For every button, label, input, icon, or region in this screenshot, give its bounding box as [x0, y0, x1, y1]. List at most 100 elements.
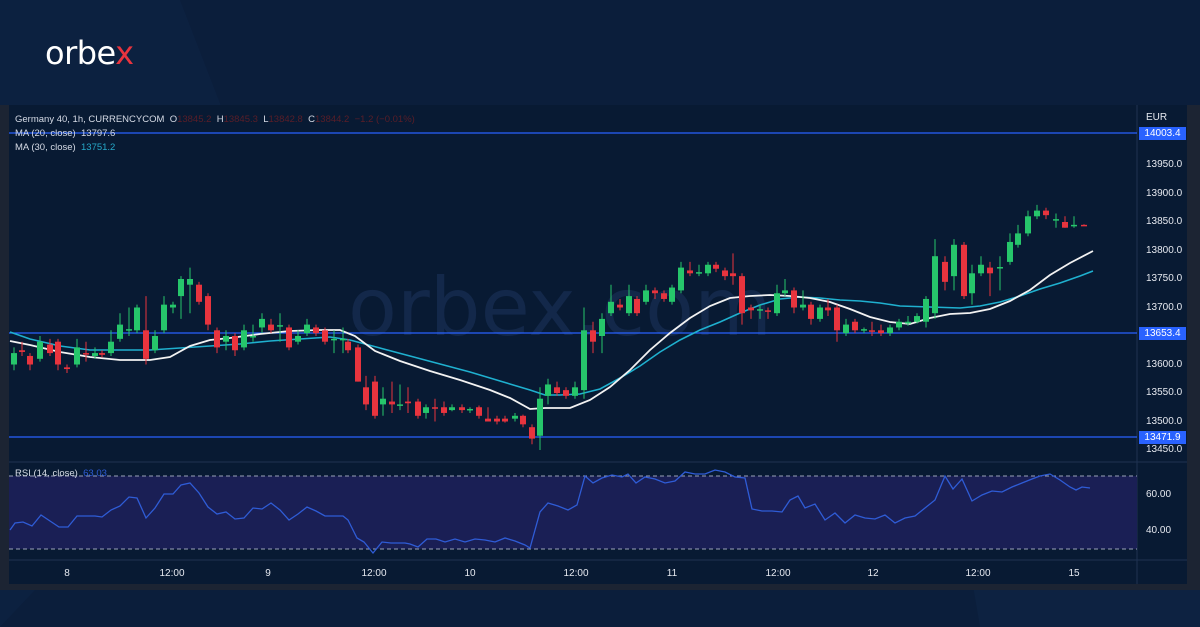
candle [178, 279, 184, 297]
candle [295, 336, 301, 342]
candle [1015, 233, 1021, 245]
candle [599, 318, 605, 336]
candle [47, 344, 53, 354]
candle [459, 407, 465, 411]
candle [467, 408, 473, 411]
candle [187, 279, 193, 285]
candle [1007, 241, 1013, 262]
candle [590, 330, 596, 342]
candle [914, 316, 920, 322]
candle [494, 418, 500, 422]
candle [134, 307, 140, 331]
time-tick: 8 [64, 568, 70, 579]
candle [545, 384, 551, 396]
time-tick: 15 [1068, 568, 1080, 579]
candle [55, 341, 61, 365]
time-tick: 12:00 [563, 568, 589, 579]
candle [380, 398, 386, 405]
candle [942, 261, 948, 282]
price-tick: 13900.0 [1146, 188, 1183, 199]
candle [661, 293, 667, 299]
logo-text: orbe [45, 34, 116, 72]
candle [232, 336, 238, 351]
candle [969, 273, 975, 294]
candle [331, 338, 337, 341]
candle [878, 330, 884, 334]
candle [652, 290, 658, 294]
candle [372, 381, 378, 416]
candle [250, 336, 256, 338]
price-tag-14003: 14003.4 [1139, 127, 1186, 140]
candle [608, 301, 614, 314]
candle [843, 324, 849, 334]
candle [808, 304, 814, 319]
candle [669, 287, 675, 302]
candle [987, 267, 993, 274]
candlesticks [11, 204, 1087, 450]
candle [1034, 210, 1040, 217]
ma20-label: MA (20, close) [15, 128, 76, 139]
high-label: H [216, 114, 224, 125]
candle [355, 347, 361, 382]
rsi-band [9, 476, 1137, 549]
candle [961, 244, 967, 297]
frame-right-border [1187, 105, 1200, 588]
candle [161, 304, 167, 331]
legend-rsi[interactable]: RSI (14, close) 63.03 [15, 468, 107, 479]
candle [214, 330, 220, 348]
candle [74, 347, 80, 365]
price-tick: 13850.0 [1146, 216, 1183, 227]
price-tick: 13750.0 [1146, 273, 1183, 284]
candle [537, 398, 543, 436]
close-value: 13844.2 [315, 114, 350, 125]
candle [563, 390, 569, 396]
candle [722, 270, 728, 277]
candle [476, 407, 482, 416]
candle [502, 418, 508, 422]
legend-ma20[interactable]: MA (20, close) 13797.6 [15, 128, 115, 139]
candle [896, 321, 902, 328]
candle [869, 330, 875, 332]
candle [730, 273, 736, 277]
candle [978, 264, 984, 274]
candle [1053, 219, 1059, 221]
legend-ma30[interactable]: MA (30, close) 13751.2 [15, 142, 115, 153]
candle [363, 387, 369, 405]
candle [397, 404, 403, 406]
price-tick: 13550.0 [1146, 387, 1183, 398]
candle [196, 284, 202, 302]
candle [108, 341, 114, 354]
candle [529, 427, 535, 439]
candle [713, 264, 719, 269]
logo-accent: x [115, 34, 134, 72]
rsi-value: 63.03 [83, 468, 107, 479]
ma20-value: 13797.6 [81, 128, 116, 139]
candle [405, 401, 411, 404]
price-tick: 13700.0 [1146, 302, 1183, 313]
candle [923, 298, 929, 322]
rsi-tick: 60.00 [1146, 489, 1172, 500]
candle [304, 324, 310, 334]
candle [748, 307, 754, 311]
candle [687, 270, 693, 274]
candle [791, 290, 797, 308]
candle [170, 304, 176, 308]
rsi-tick: 40.00 [1146, 525, 1172, 536]
low-label: L [263, 114, 269, 125]
candle [774, 293, 780, 314]
candle [313, 327, 319, 334]
price-tick: 13600.0 [1146, 359, 1183, 370]
candle [322, 330, 328, 342]
candle [340, 338, 346, 341]
candle [739, 276, 745, 314]
frame-bottom-border [0, 584, 1200, 590]
high-value: 13845.3 [223, 114, 258, 125]
candle [581, 330, 587, 391]
candle [1025, 216, 1031, 234]
candle [92, 353, 98, 356]
candle [286, 327, 292, 348]
candle [1081, 224, 1087, 227]
candle [554, 387, 560, 393]
candle [696, 272, 702, 274]
